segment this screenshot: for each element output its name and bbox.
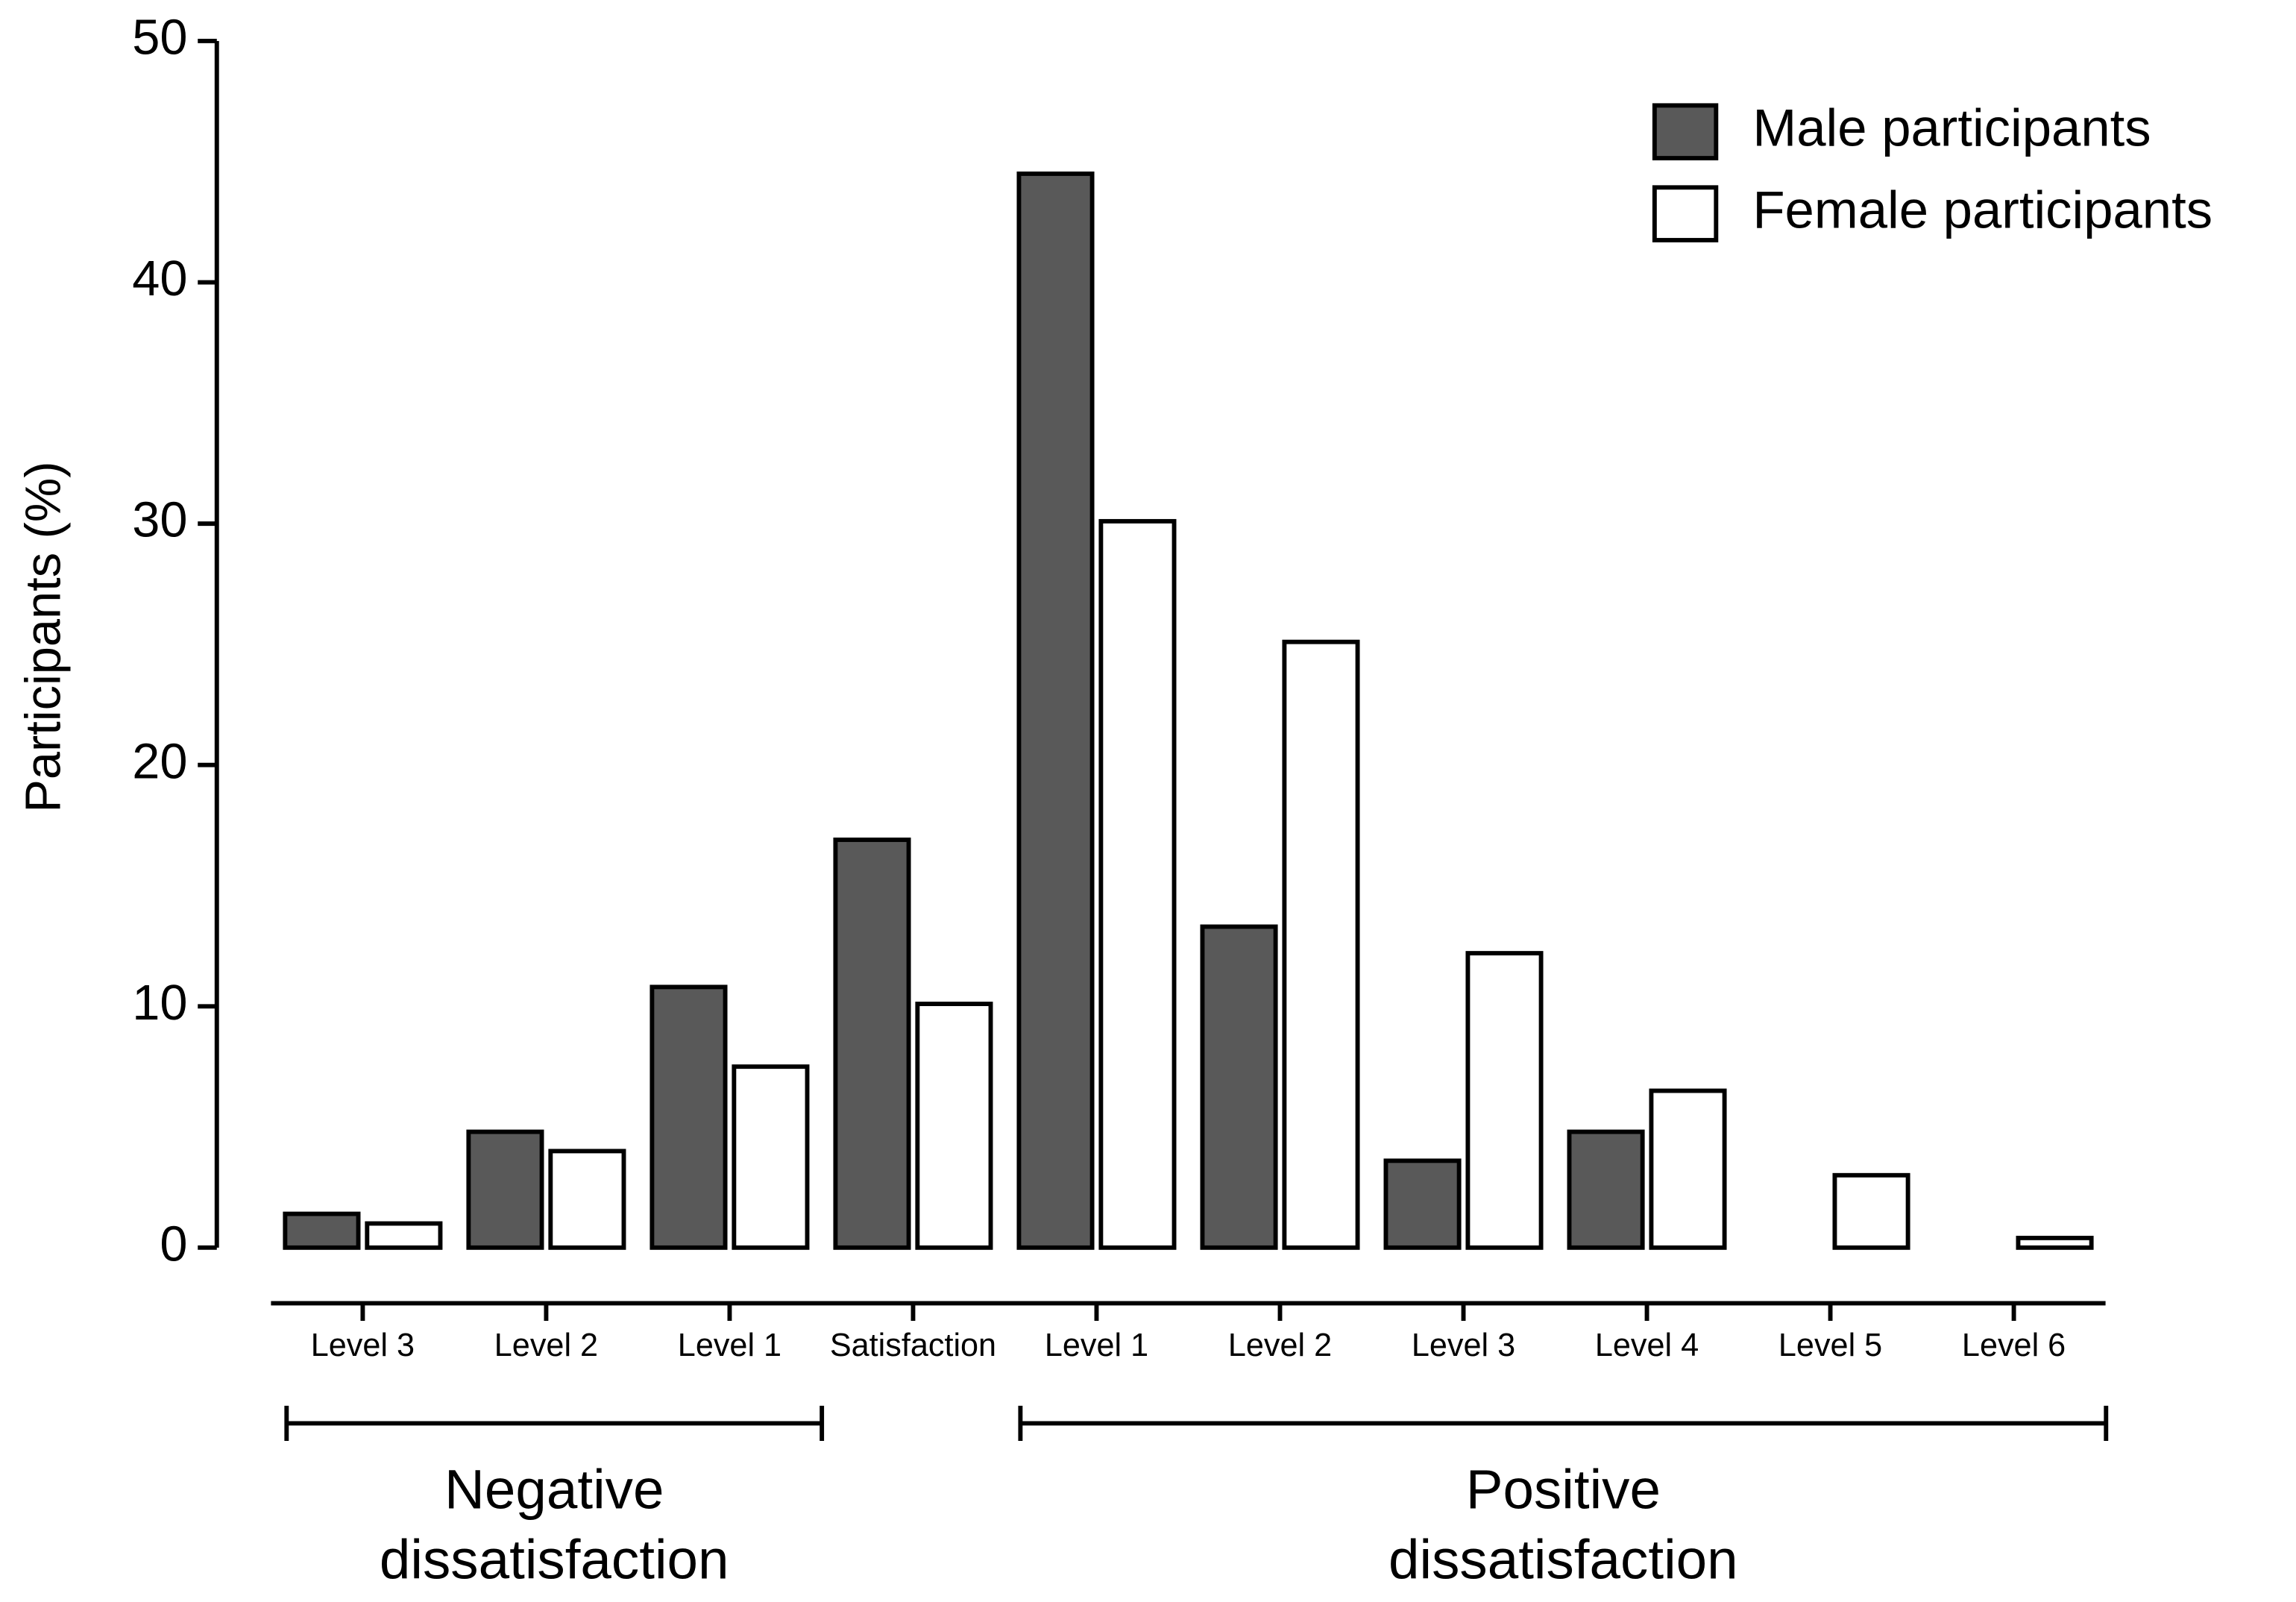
group-label: dissatisfaction — [380, 1528, 729, 1591]
group-label: Negative — [444, 1457, 664, 1520]
x-tick-label: Level 2 — [1228, 1328, 1332, 1363]
bar — [2016, 1235, 2094, 1250]
y-tick-label: 10 — [132, 976, 187, 1031]
x-tick-label: Level 3 — [1412, 1328, 1515, 1363]
bar — [1832, 1172, 1910, 1250]
bar — [650, 984, 728, 1250]
x-tick-label: Level 6 — [1962, 1328, 2066, 1363]
x-tick-label: Level 1 — [1045, 1328, 1148, 1363]
bar — [1567, 1129, 1645, 1250]
bar — [1200, 924, 1278, 1250]
x-tick-label: Level 1 — [678, 1328, 781, 1363]
y-tick-label: 40 — [132, 251, 187, 307]
group-label: Positive — [1466, 1457, 1661, 1520]
y-tick-label: 30 — [132, 493, 187, 548]
legend-label: Male participants — [1752, 98, 2151, 157]
x-tick-label: Level 2 — [494, 1328, 598, 1363]
x-tick-label: Level 3 — [311, 1328, 415, 1363]
bar — [1465, 951, 1544, 1250]
legend-swatch — [1652, 185, 1719, 242]
legend-label: Female participants — [1752, 180, 2212, 239]
y-tick-label: 50 — [132, 10, 187, 66]
x-tick-label: Level 4 — [1595, 1328, 1699, 1363]
bar — [915, 1002, 993, 1250]
bar — [1098, 518, 1177, 1250]
bar — [1016, 171, 1095, 1250]
y-axis-title: Participants (%) — [16, 462, 72, 813]
y-tick-label: 20 — [132, 734, 187, 789]
bar — [1282, 639, 1360, 1250]
bar — [548, 1149, 626, 1250]
bar — [732, 1064, 810, 1250]
bar — [1649, 1088, 1727, 1250]
y-tick-label: 0 — [160, 1216, 187, 1272]
bar — [1383, 1158, 1462, 1250]
bar — [283, 1211, 361, 1250]
legend-swatch — [1652, 103, 1719, 160]
bar — [365, 1221, 443, 1250]
group-label: dissatisfaction — [1388, 1528, 1738, 1591]
x-tick-label: Satisfaction — [830, 1328, 996, 1363]
bar — [466, 1129, 544, 1250]
x-tick-label: Level 5 — [1778, 1328, 1882, 1363]
bar — [833, 838, 911, 1250]
